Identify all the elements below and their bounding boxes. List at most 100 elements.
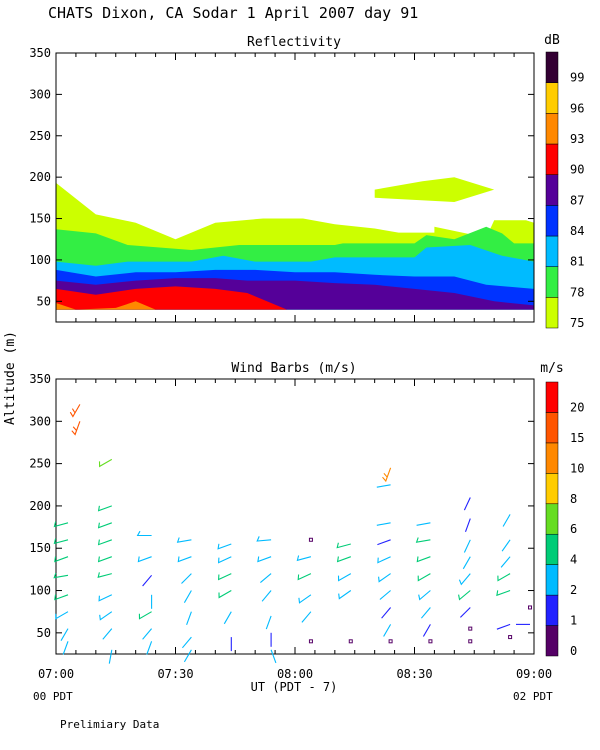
- footer-note: Prelimiary Data: [60, 718, 159, 731]
- wind-barb: [415, 537, 431, 543]
- reflectivity-axes: 50 100 150 200 250 300 350: [29, 46, 535, 322]
- y-tick-label: 250: [29, 129, 51, 143]
- wind-barb: [502, 514, 511, 527]
- calm-wind-marker: [528, 605, 533, 610]
- wind-colorbar-label: 0: [570, 644, 577, 658]
- reflectivity-colorbar-label: 96: [570, 101, 584, 115]
- y-tick-label: 50: [37, 294, 51, 308]
- wind-colorbar-label: 10: [570, 461, 584, 475]
- reflectivity-colorbar-label: 81: [570, 255, 584, 269]
- x-tick-label: 08:30: [396, 667, 432, 681]
- calm-wind-marker: [308, 537, 313, 542]
- wind-barb: [336, 556, 351, 563]
- reflectivity-colorbar-swatch: [545, 143, 559, 175]
- calm-wind-marker: [508, 635, 513, 640]
- wind-barb: [418, 590, 431, 601]
- wind-colorbar-label: 8: [570, 492, 577, 506]
- wind-barb: [270, 649, 277, 664]
- wind-barb: [53, 572, 69, 579]
- wind-barb: [379, 590, 391, 600]
- wind-barb: [97, 556, 112, 563]
- wind-barb: [496, 589, 511, 597]
- x-axis-left-note: 00 PDT: [33, 690, 73, 703]
- wind-barb: [60, 628, 69, 641]
- wind-barbs-title: Wind Barbs (m/s): [231, 361, 356, 376]
- wind-barb: [137, 556, 152, 563]
- wind-barb: [463, 539, 471, 553]
- wind-barb: [416, 522, 431, 526]
- wind-barb: [177, 556, 192, 563]
- wind-barb-marks: [53, 404, 533, 664]
- y-tick-label: 150: [29, 541, 51, 555]
- wind-barb: [97, 572, 112, 578]
- wind-barb: [496, 623, 511, 630]
- wind-barb: [71, 421, 81, 436]
- y-tick-label: 150: [29, 212, 51, 226]
- wind-plot-frame: [55, 378, 535, 655]
- calm-wind-marker: [468, 626, 473, 631]
- wind-barb: [138, 611, 152, 620]
- y-tick-label: 200: [29, 170, 51, 184]
- x-axis-tick-labels: 07:00 07:30 08:00 08:30 09:00: [38, 667, 552, 681]
- calm-wind-marker: [388, 639, 393, 644]
- wind-colorbar-swatch: [545, 412, 559, 444]
- reflectivity-title: Reflectivity: [247, 35, 341, 50]
- wind-barb: [186, 611, 192, 625]
- wind-colorbar: 0 1 2 4 6 8 10 15 20: [545, 381, 584, 658]
- wind-barb: [99, 611, 113, 621]
- wind-barb: [336, 542, 351, 549]
- wind-barb: [382, 467, 392, 483]
- y-tick-label: 250: [29, 457, 51, 471]
- y-tick-label: 100: [29, 584, 51, 598]
- wind-barb: [297, 573, 312, 581]
- reflectivity-contour-75-7: [374, 177, 495, 202]
- wind-colorbar-swatch: [545, 442, 559, 474]
- wind-barb: [54, 594, 69, 601]
- wind-barb: [54, 556, 69, 563]
- x-axis-right-note: 02 PDT: [513, 690, 553, 703]
- calm-wind-marker: [428, 639, 433, 644]
- wind-barb: [142, 574, 153, 587]
- wind-barb: [497, 573, 511, 582]
- wind-colorbar-label: m/s: [540, 361, 563, 376]
- wind-barb: [69, 404, 81, 418]
- reflectivity-colorbar-label: 93: [570, 132, 584, 146]
- calm-wind-marker: [468, 639, 473, 644]
- wind-barb: [261, 590, 272, 602]
- reflectivity-colorbar-swatch: [545, 51, 559, 83]
- wind-barb: [98, 594, 113, 602]
- y-tick-label: 200: [29, 499, 51, 513]
- wind-barb: [97, 522, 112, 529]
- wind-colorbar-swatch: [545, 533, 559, 565]
- wind-barb: [298, 594, 312, 604]
- reflectivity-colorbar-label: dB: [544, 33, 560, 48]
- wind-barb: [136, 530, 152, 537]
- wind-barb: [146, 641, 153, 655]
- reflectivity-colorbar-label: 84: [570, 224, 584, 238]
- wind-barb: [301, 611, 312, 623]
- wind-barb: [260, 573, 272, 584]
- wind-colorbar-swatch: [545, 564, 559, 596]
- reflectivity-colorbar: 75 78 81 84 87 90 93 96 99: [545, 51, 584, 330]
- wind-colorbar-label: 6: [570, 522, 577, 536]
- wind-barb: [462, 556, 471, 570]
- reflectivity-colorbar-swatch: [545, 205, 559, 237]
- wind-colorbar-swatch: [545, 594, 559, 626]
- wind-axes: 50 100 150 200 250 300 350: [29, 372, 535, 654]
- wind-barb: [460, 607, 471, 618]
- wind-colorbar-swatch: [545, 473, 559, 505]
- x-tick-label: 09:00: [516, 667, 552, 681]
- wind-barb: [53, 538, 69, 545]
- wind-barb: [265, 615, 272, 630]
- reflectivity-colorbar-label: 87: [570, 193, 584, 207]
- reflectivity-colorbar-swatch: [545, 297, 559, 329]
- x-tick-label: 07:00: [38, 667, 74, 681]
- wind-barb: [62, 641, 69, 655]
- wind-barb: [458, 573, 471, 586]
- wind-colorbar-label: 20: [570, 400, 584, 414]
- y-tick-label: 350: [29, 46, 51, 60]
- wind-barb: [256, 536, 272, 542]
- wind-barb: [55, 611, 69, 620]
